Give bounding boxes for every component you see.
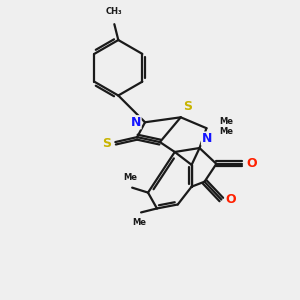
Text: Me: Me — [219, 127, 233, 136]
Text: S: S — [183, 100, 192, 113]
Text: N: N — [202, 132, 212, 145]
Text: Me: Me — [219, 117, 233, 126]
Text: CH₃: CH₃ — [106, 7, 123, 16]
Text: N: N — [131, 116, 141, 129]
Text: Me: Me — [132, 218, 146, 227]
Text: O: O — [225, 193, 236, 206]
Text: O: O — [246, 158, 257, 170]
Text: Me: Me — [123, 173, 137, 182]
Text: S: S — [102, 136, 111, 150]
